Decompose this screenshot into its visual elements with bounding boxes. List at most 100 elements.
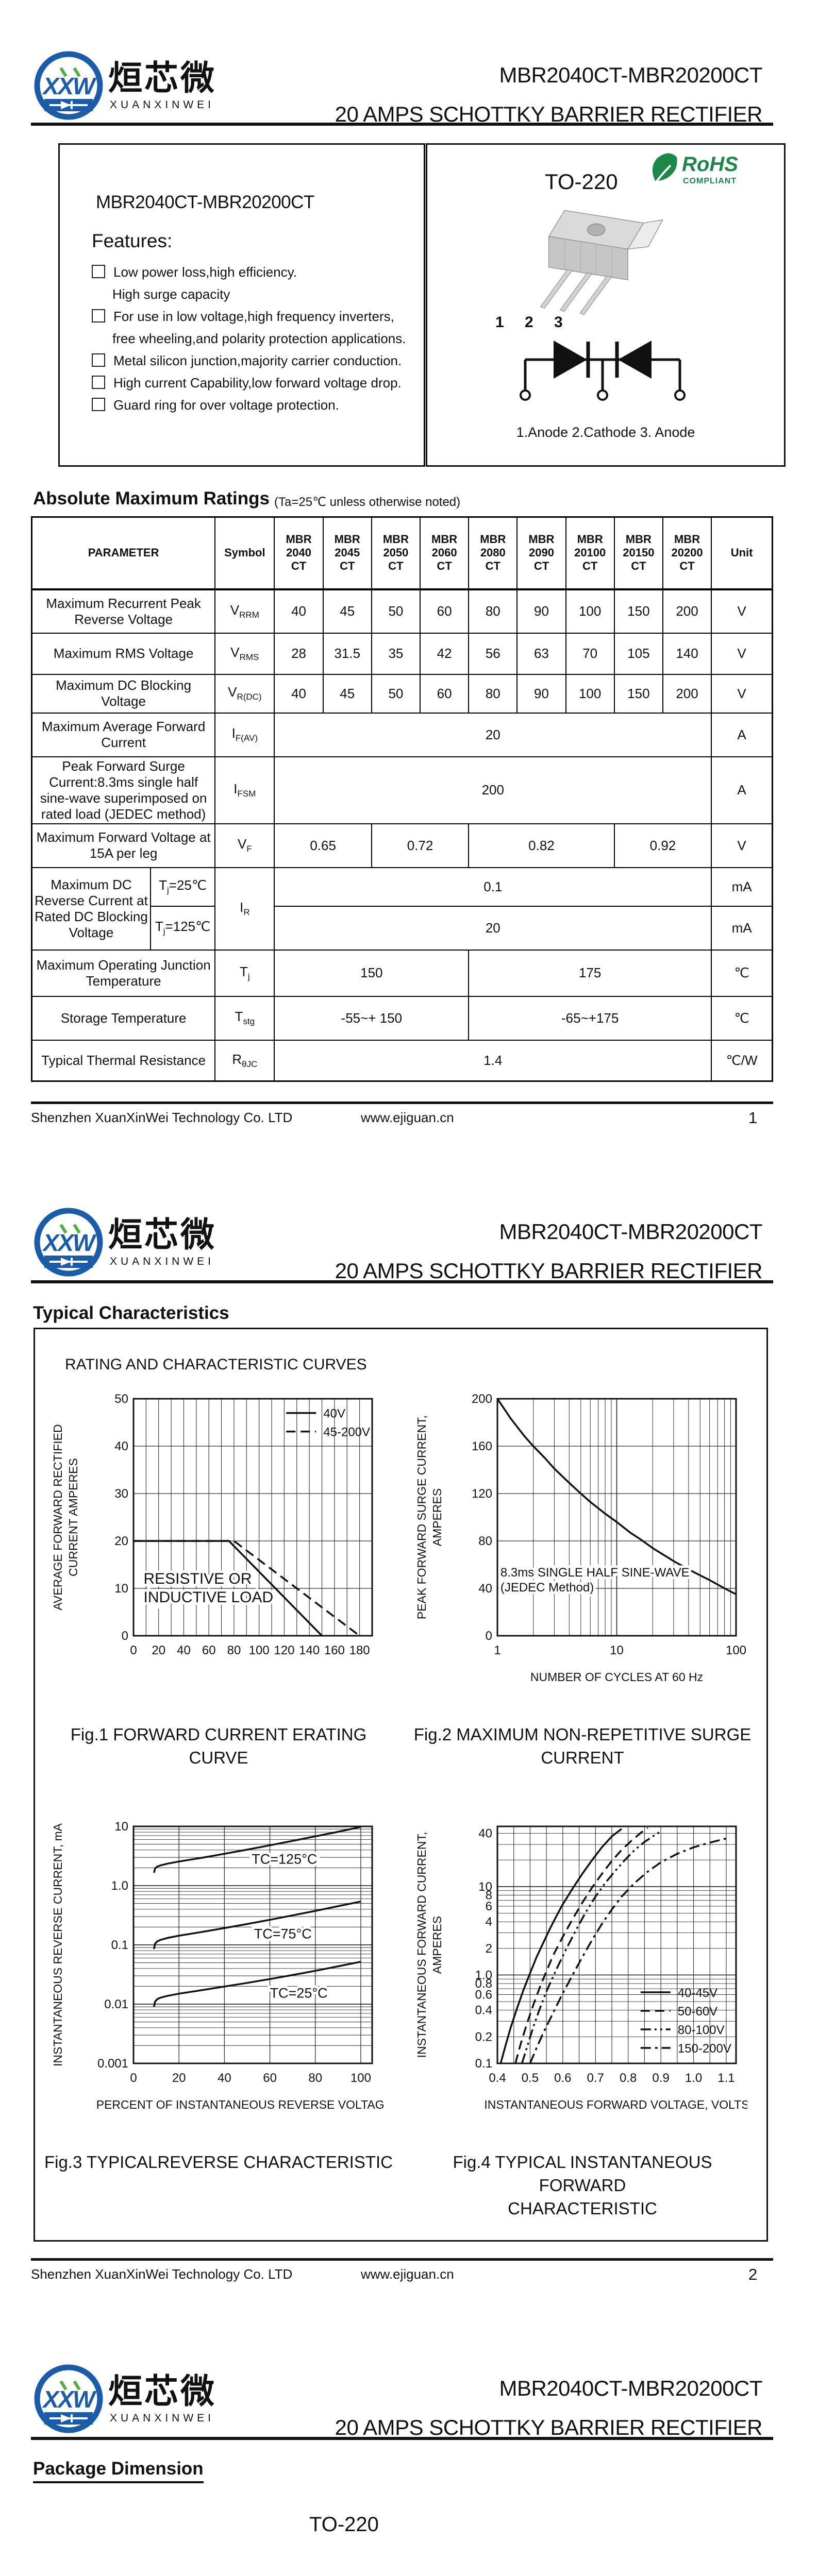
svg-text:0: 0 [130, 1643, 137, 1657]
svg-text:8: 8 [486, 1889, 492, 1903]
chart-caption: Fig.2 MAXIMUM NON-REPETITIVE SURGE CURREN… [413, 1725, 752, 1767]
pin-legend: 1.Anode 2.Cathode 3. Anode [516, 425, 695, 440]
chart-caption: Fig.4 TYPICAL INSTANTANEOUS FORWARD CHARA… [453, 2153, 712, 2218]
svg-text:CURRENT AMPERES: CURRENT AMPERES [66, 1458, 80, 1577]
svg-text:0.2: 0.2 [475, 2030, 492, 2044]
page-number: 2 [748, 2265, 758, 2283]
svg-text:40: 40 [114, 1439, 128, 1453]
fig4-forward-characteristic-chart: 0.4 0.5 0.6 0.7 0.8 0.9 1.0 1.1 0.1 0.2 0.4 0.6 0.8 1… [407, 1819, 758, 2220]
value-cell: 150 [274, 949, 470, 997]
svg-text:45-200V: 45-200V [323, 1426, 370, 1439]
value-cell: -65~+175 [468, 995, 712, 1041]
footer-website[interactable]: www.ejiguan.cn [361, 2266, 454, 2282]
svg-text:180: 180 [349, 1643, 370, 1657]
brand-chinese-name: 烜芯微 [108, 2372, 216, 2410]
svg-text:40: 40 [478, 1582, 492, 1596]
feature-item: free wheeling,and polarity protection ap… [112, 331, 406, 346]
part-number-title: MBR2040CT-MBR20200CT [499, 1219, 762, 1244]
logo-xxw-text: XXW [42, 73, 97, 99]
col-header: Symbol [214, 516, 275, 590]
value-cell: 0.82 [468, 823, 615, 868]
footer-website[interactable]: www.ejiguan.cn [361, 1110, 454, 1125]
svg-text:1: 1 [494, 1643, 500, 1657]
chart-caption: Fig.3 TYPICALREVERSE CHARACTERISTIC [44, 2153, 393, 2172]
svg-text:INSTANTANEOUS FORWARD CURRENT,: INSTANTANEOUS FORWARD CURRENT, [415, 1832, 428, 2058]
param-cell: Peak Forward Surge Current:8.3ms single … [31, 756, 216, 824]
value-cell: 31.5 [322, 632, 372, 675]
param-cell: Maximum DC Blocking Voltage [31, 673, 216, 714]
value-cell: 50 [371, 673, 421, 714]
brand-chinese-name: 烜芯微 [108, 1215, 216, 1253]
svg-text:0.5: 0.5 [522, 2071, 539, 2085]
features-box: MBR2040CT-MBR20200CT Features: Low power… [58, 143, 425, 467]
svg-text:XXW: XXW [42, 1229, 97, 1256]
feature-item: For use in low voltage,high frequency in… [92, 309, 394, 325]
device-description-title: 20 AMPS SCHOTTKY BARRIER RECTIFIER [335, 102, 763, 126]
ratings-heading: Absolute Maximum Ratings [33, 488, 270, 509]
logo-mark-icon: XXW [34, 1208, 103, 1277]
svg-text:120: 120 [274, 1643, 294, 1657]
symbol-cell: IF(AV) [214, 712, 275, 757]
col-header: Unit [711, 516, 773, 590]
svg-text:10: 10 [610, 1643, 624, 1657]
param-cell: Maximum Operating Junction Temperature [31, 949, 216, 997]
svg-text:0.001: 0.001 [97, 2057, 128, 2071]
svg-text:0.8: 0.8 [620, 2071, 637, 2085]
characteristic-curves-box: RATING AND CHARACTERISTIC CURVES 0 20 40 60… [34, 1328, 768, 2242]
svg-text:20: 20 [152, 1643, 165, 1657]
footer-rule [31, 2258, 773, 2261]
value-cell: 0.72 [371, 823, 470, 868]
datasheet-page-2: XXW 烜芯微 XUANXINWEI MBR2040CT-MBR20200CT … [0, 1157, 818, 2313]
value-cell: 140 [662, 632, 712, 675]
svg-text:100: 100 [350, 2071, 371, 2085]
unit-cell: V [711, 632, 773, 675]
unit-cell: A [711, 756, 773, 824]
svg-text:TC=75°C: TC=75°C [254, 1926, 312, 1942]
symbol-cell: IFSM [214, 756, 275, 824]
value-cell: -55~+ 150 [274, 995, 470, 1041]
header-rule [31, 123, 773, 126]
features-box-title: MBR2040CT-MBR20200CT [96, 192, 314, 212]
ratings-row-rjc: Typical Thermal Resistance RθJC 1.4 ℃/W [31, 1039, 773, 1082]
ratings-row-vrms: Maximum RMS Voltage VRMS 28 31.5 35 42 5… [31, 632, 773, 675]
svg-text:100: 100 [249, 1643, 270, 1657]
diode-left-icon [554, 341, 587, 379]
brand-chinese-name: 烜芯微 [108, 59, 216, 97]
ratings-row-ir-25: Maximum DC Reverse Current at Rated DC B… [31, 867, 773, 951]
svg-text:20: 20 [172, 2071, 186, 2085]
value-cell: 42 [420, 632, 470, 675]
brand-english-name: XUANXINWEI [110, 2412, 215, 2424]
svg-text:10: 10 [114, 1582, 128, 1596]
datasheet-page-3: XXW 烜芯微 XUANXINWEI MBR2040CT-MBR20200CT … [0, 2313, 818, 2576]
ratings-row-ifav: Maximum Average Forward Current IF(AV) 2… [31, 712, 773, 757]
part-number-title: MBR2040CT-MBR20200CT [499, 63, 762, 87]
param-cell: Maximum DC Reverse Current at Rated DC B… [31, 867, 151, 951]
value-cell: 20 [274, 712, 712, 757]
svg-text:160: 160 [324, 1643, 345, 1657]
footer-company: Shenzhen XuanXinWei Technology Co. LTD [31, 2266, 293, 2282]
leaf-icon [652, 153, 677, 187]
svg-text:1.0: 1.0 [475, 1968, 492, 1982]
footer: Shenzhen XuanXinWei Technology Co. LTD w… [31, 2265, 773, 2283]
svg-text:INSTANTANEOUS REVERSE CURRENT,: INSTANTANEOUS REVERSE CURRENT, mA [51, 1823, 64, 2066]
ratings-row-vf: Maximum Forward Voltage at 15A per leg V… [31, 823, 773, 868]
checkbox-icon [92, 353, 105, 367]
rohs-compliant-text: COMPLIANT [683, 177, 737, 185]
value-cell: 0.92 [613, 823, 712, 868]
unit-cell: ℃ [711, 995, 773, 1041]
svg-text:TC=125°C: TC=125°C [252, 1851, 317, 1867]
col-header: MBR 2080 CT [468, 516, 518, 590]
col-header: MBR 2060 CT [420, 516, 470, 590]
table-header-row: PARAMETER Symbol MBR 2040 CT MBR 2045 CT… [31, 516, 773, 590]
ratings-row-tstg: Storage Temperature Tstg -55~+ 150 -65~+… [31, 995, 773, 1041]
footer-rule [31, 1101, 773, 1104]
header-titles: MBR2040CT-MBR20200CT 20 AMPS SCHOTTKY BA… [335, 1212, 763, 1291]
to220-3d-image [540, 210, 663, 315]
package-box: TO-220 RoHS COMPLIANT 1 2 3 [426, 143, 786, 467]
svg-text:40-45V: 40-45V [678, 1986, 717, 2000]
col-header: MBR 2040 CT [274, 516, 324, 590]
feature-item: Metal silicon junction,majority carrier … [92, 353, 402, 369]
feature-item: High current Capability,low forward volt… [92, 375, 402, 391]
unit-cell: V [711, 588, 773, 634]
param-cell: Maximum Forward Voltage at 15A per leg [31, 823, 216, 868]
